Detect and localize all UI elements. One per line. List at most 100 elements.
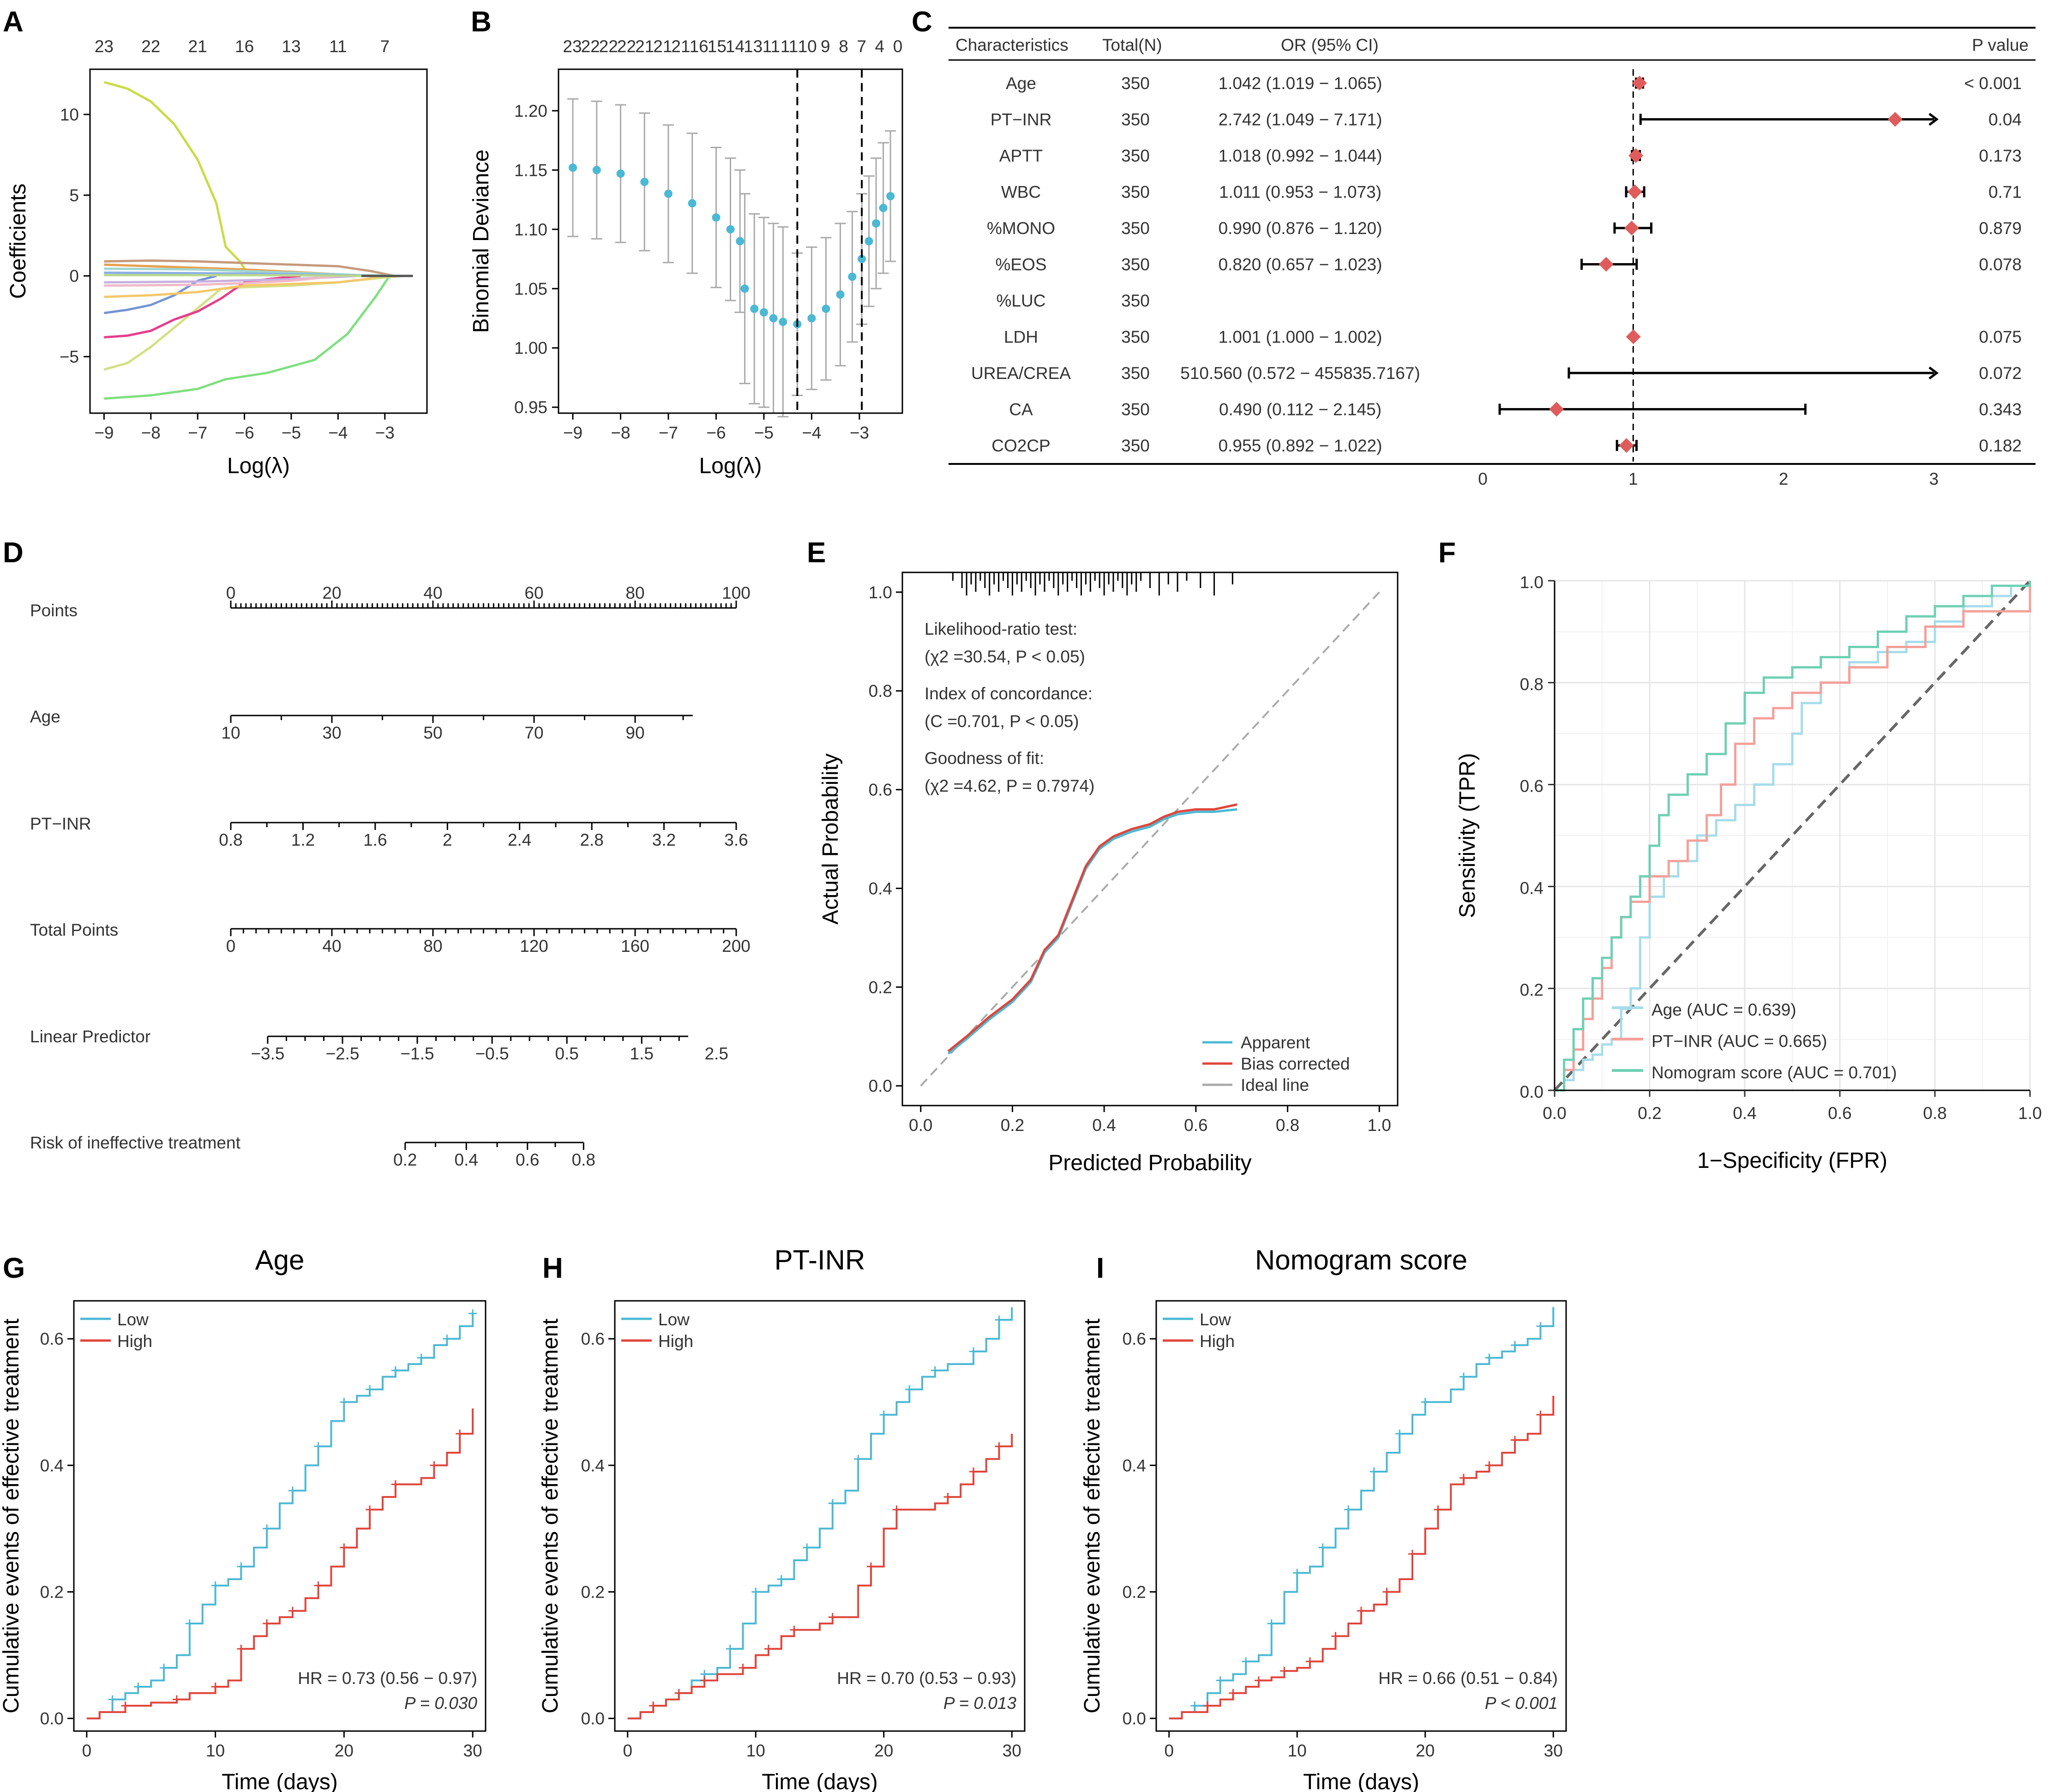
censor-mark xyxy=(1511,1436,1519,1444)
top-count-label: 23 xyxy=(563,37,582,56)
x-tick-label: −6 xyxy=(234,423,254,442)
censor-mark xyxy=(160,1663,168,1672)
row-characteristic: CA xyxy=(1009,400,1033,419)
nomogram-scale-name: Total Points xyxy=(30,920,118,939)
plot-frame xyxy=(73,1300,486,1732)
censor-mark xyxy=(790,1625,799,1634)
legend-label: Nomogram score (AUC = 0.701) xyxy=(1652,1063,1897,1082)
censor-mark xyxy=(726,1644,734,1653)
nomogram-tick-label: 2.8 xyxy=(580,830,603,849)
censor-mark xyxy=(340,1398,348,1407)
roc-curve xyxy=(1555,581,2031,1092)
censor-mark xyxy=(892,1505,901,1514)
legend-label: Ideal line xyxy=(1241,1076,1309,1094)
y-tick-label: 1.10 xyxy=(514,220,547,239)
censor-mark xyxy=(803,1543,811,1552)
row-characteristic: APTT xyxy=(999,146,1043,165)
chart-title: PT-INR xyxy=(775,1245,865,1275)
row-total: 350 xyxy=(1121,183,1150,202)
top-count-label: 22 xyxy=(581,37,600,56)
deviance-point xyxy=(858,255,866,264)
deviance-point xyxy=(848,272,857,281)
top-count-label: 15 xyxy=(708,37,727,56)
row-or-ci: 0.490 (0.112 − 2.145) xyxy=(1219,400,1381,419)
nomogram-tick-label: 10 xyxy=(221,723,240,742)
nomogram-tick-label: 40 xyxy=(423,583,442,602)
deviance-point xyxy=(592,166,601,174)
hazard-ratio: HR = 0.73 (0.56 − 0.97) xyxy=(298,1669,477,1688)
stat-annotation: Goodness of fit: xyxy=(925,749,1044,768)
y-tick-label: 0 xyxy=(69,267,79,286)
panel-i-cumulative-nomogram: 0 10 20 30 0.0 0.2 0.4 0.6 Low High HR = 0.66 (0.5… xyxy=(1080,1245,1567,1792)
y-tick-label: 0.6 xyxy=(40,1329,64,1348)
nomogram-tick-label: 80 xyxy=(625,583,644,602)
header-characteristics: Characteristics xyxy=(955,36,1069,54)
coef-path xyxy=(104,275,217,314)
censor-mark xyxy=(391,1480,400,1489)
row-total: 350 xyxy=(1121,364,1150,383)
y-tick-label: 1.00 xyxy=(514,339,547,358)
nomogram-tick-label: 90 xyxy=(625,723,644,742)
coef-path xyxy=(103,81,250,277)
panel-label-c: C xyxy=(912,6,932,38)
x-axis-title: Predicted Probability xyxy=(1048,1151,1251,1175)
censor-mark xyxy=(237,1562,246,1571)
top-count-label: 22 xyxy=(617,37,636,56)
censor-mark xyxy=(854,1455,863,1463)
top-count-label: 9 xyxy=(821,37,830,56)
stat-annotation: Index of concordance: xyxy=(925,684,1093,703)
panel-label-a: A xyxy=(3,6,24,38)
deviance-point xyxy=(879,204,888,212)
censor-mark xyxy=(1408,1550,1417,1558)
censor-mark xyxy=(263,1524,271,1533)
panel-label-g: G xyxy=(3,1252,25,1284)
deviance-point xyxy=(769,314,778,323)
deviance-point xyxy=(872,219,881,228)
row-or-ci: 0.955 (0.892 − 1.022) xyxy=(1219,436,1382,455)
cumulative-curve xyxy=(86,1408,474,1720)
censor-mark xyxy=(1190,1702,1199,1710)
x-tick-label: 0.4 xyxy=(1092,1116,1116,1135)
panel-label-i: I xyxy=(1096,1252,1104,1284)
censor-mark xyxy=(1267,1619,1276,1628)
row-total: 350 xyxy=(1121,400,1150,419)
row-total: 350 xyxy=(1121,436,1150,455)
censor-mark xyxy=(867,1562,875,1571)
censor-mark xyxy=(700,1676,709,1685)
nomogram-tick-label: 0.5 xyxy=(555,1044,578,1063)
panel-g-cumulative-age: 0 10 20 30 0.0 0.2 0.4 0.6 Low High HR = 0.73 (0.5… xyxy=(0,1245,486,1792)
y-tick-label: 0.4 xyxy=(1520,878,1544,897)
x-tick-label: −8 xyxy=(611,423,630,442)
censor-mark xyxy=(995,1316,1003,1324)
nomogram-tick-label: 3.2 xyxy=(652,830,676,849)
x-tick-label: −7 xyxy=(188,423,207,442)
y-axis-title: Cumulative events of effective treatment xyxy=(538,1318,563,1714)
deviance-point xyxy=(736,237,745,246)
top-count-label: 7 xyxy=(857,37,866,56)
nomogram-scale-name: Linear Predictor xyxy=(30,1027,150,1046)
nomogram-tick-label: 0 xyxy=(226,583,236,602)
censor-mark xyxy=(263,1619,271,1628)
censor-mark xyxy=(1511,1341,1519,1349)
hazard-ratio: HR = 0.66 (0.51 − 0.84) xyxy=(1378,1669,1558,1688)
or-point xyxy=(1549,402,1564,417)
x-tick-label: −5 xyxy=(282,423,301,442)
x-tick-label: 0.2 xyxy=(1001,1116,1024,1135)
cumulative-curve xyxy=(627,1307,1013,1720)
y-tick-label: 0.4 xyxy=(40,1456,64,1475)
row-total: 350 xyxy=(1121,328,1150,347)
or-point xyxy=(1626,329,1641,344)
nomogram-tick-label: 0.2 xyxy=(393,1150,417,1169)
y-tick-label: 0.2 xyxy=(40,1582,64,1601)
row-p-value: 0.879 xyxy=(1979,219,2022,238)
or-point xyxy=(1627,184,1642,199)
censor-mark xyxy=(134,1683,143,1691)
nomogram-tick-label: 60 xyxy=(524,583,543,602)
nomogram-scale-name: PT−INR xyxy=(30,814,91,833)
censor-mark xyxy=(1459,1372,1468,1381)
top-count-label: 8 xyxy=(839,37,848,56)
censor-mark xyxy=(1369,1467,1378,1476)
y-tick-label: 5 xyxy=(69,186,79,205)
censor-mark xyxy=(969,1467,978,1476)
censor-mark xyxy=(1331,1632,1340,1641)
